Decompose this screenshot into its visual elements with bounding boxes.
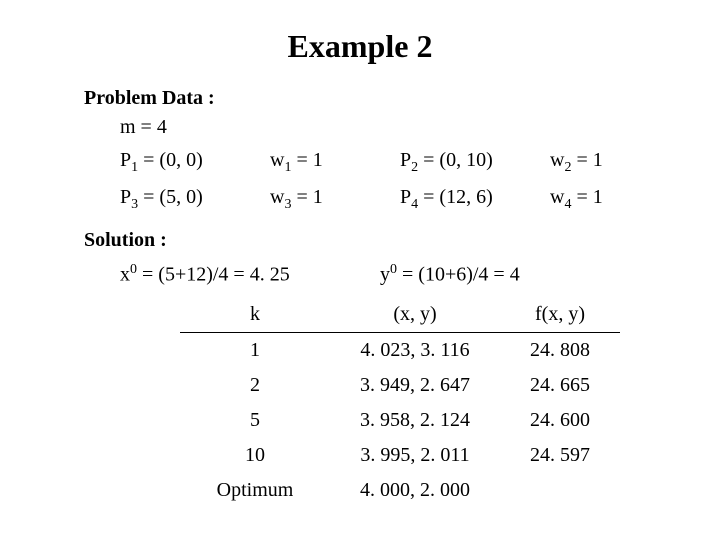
p3-val: (5, 0) xyxy=(159,186,202,208)
w2-cell: w2 = 1 xyxy=(550,149,630,176)
w3-sub: 3 xyxy=(284,197,291,212)
page: Example 2 Problem Data : m = 4 P1 = (0, … xyxy=(0,0,720,528)
w1-val: 1 xyxy=(313,149,323,171)
w2-val: 1 xyxy=(593,149,603,171)
x0-var: x xyxy=(120,264,130,286)
problem-data-grid: P1 = (0, 0) w1 = 1 P2 = (0, 10) w2 = 1 P… xyxy=(120,149,660,213)
cell-f: 24. 600 xyxy=(500,403,620,438)
p2-cell: P2 = (0, 10) xyxy=(400,149,550,176)
cell-k: 10 xyxy=(180,438,330,473)
cell-k: Optimum xyxy=(180,473,330,508)
cell-xy: 4. 023, 3. 116 xyxy=(330,332,500,368)
w3-cell: w3 = 1 xyxy=(270,186,400,213)
w4-cell: w4 = 1 xyxy=(550,186,630,213)
m-line: m = 4 xyxy=(120,116,660,139)
w4-val: 1 xyxy=(593,186,603,208)
table-row: 5 3. 958, 2. 124 24. 600 xyxy=(180,403,620,438)
w1-cell: w1 = 1 xyxy=(270,149,400,176)
cell-k: 5 xyxy=(180,403,330,438)
cell-k: 2 xyxy=(180,368,330,403)
x0-sup: 0 xyxy=(130,262,137,277)
table-row: 1 4. 023, 3. 116 24. 808 xyxy=(180,332,620,368)
p1-val: (0, 0) xyxy=(159,149,202,171)
cell-f: 24. 665 xyxy=(500,368,620,403)
y0-var: y xyxy=(380,264,390,286)
page-title: Example 2 xyxy=(60,28,660,65)
x0-expr: x0 = (5+12)/4 = 4. 25 xyxy=(120,262,380,287)
p3-cell: P3 = (5, 0) xyxy=(120,186,270,213)
cell-f: 24. 808 xyxy=(500,332,620,368)
cell-k: 1 xyxy=(180,332,330,368)
col-k: k xyxy=(180,299,330,333)
cell-f: 24. 597 xyxy=(500,438,620,473)
p1-cell: P1 = (0, 0) xyxy=(120,149,270,176)
solution-heading: Solution : xyxy=(84,229,660,252)
w3-val: 1 xyxy=(313,186,323,208)
table-row: 2 3. 949, 2. 647 24. 665 xyxy=(180,368,620,403)
cell-f xyxy=(500,473,620,508)
cell-xy: 4. 000, 2. 000 xyxy=(330,473,500,508)
p2-sub: 2 xyxy=(411,160,418,175)
p3-sub: 3 xyxy=(131,197,138,212)
p2-val: (0, 10) xyxy=(439,149,492,171)
cell-xy: 3. 995, 2. 011 xyxy=(330,438,500,473)
table-header-row: k (x, y) f(x, y) xyxy=(180,299,620,333)
table-row: 10 3. 995, 2. 011 24. 597 xyxy=(180,438,620,473)
y0-sup: 0 xyxy=(390,262,397,277)
w2-sub: 2 xyxy=(564,160,571,175)
x0-rest: = (5+12)/4 = 4. 25 xyxy=(137,264,290,286)
col-xy: (x, y) xyxy=(330,299,500,333)
y0-rest: = (10+6)/4 = 4 xyxy=(397,264,520,286)
initial-point-line: x0 = (5+12)/4 = 4. 25 y0 = (10+6)/4 = 4 xyxy=(120,262,660,287)
y0-expr: y0 = (10+6)/4 = 4 xyxy=(380,262,520,287)
problem-data-heading: Problem Data : xyxy=(84,87,660,110)
table-row: Optimum 4. 000, 2. 000 xyxy=(180,473,620,508)
p4-sub: 4 xyxy=(411,197,418,212)
iteration-table: k (x, y) f(x, y) 1 4. 023, 3. 116 24. 80… xyxy=(180,299,620,508)
w1-sub: 1 xyxy=(284,160,291,175)
col-f: f(x, y) xyxy=(500,299,620,333)
cell-xy: 3. 958, 2. 124 xyxy=(330,403,500,438)
w4-sub: 4 xyxy=(564,197,571,212)
p4-cell: P4 = (12, 6) xyxy=(400,186,550,213)
p1-sub: 1 xyxy=(131,160,138,175)
p4-val: (12, 6) xyxy=(439,186,492,208)
cell-xy: 3. 949, 2. 647 xyxy=(330,368,500,403)
